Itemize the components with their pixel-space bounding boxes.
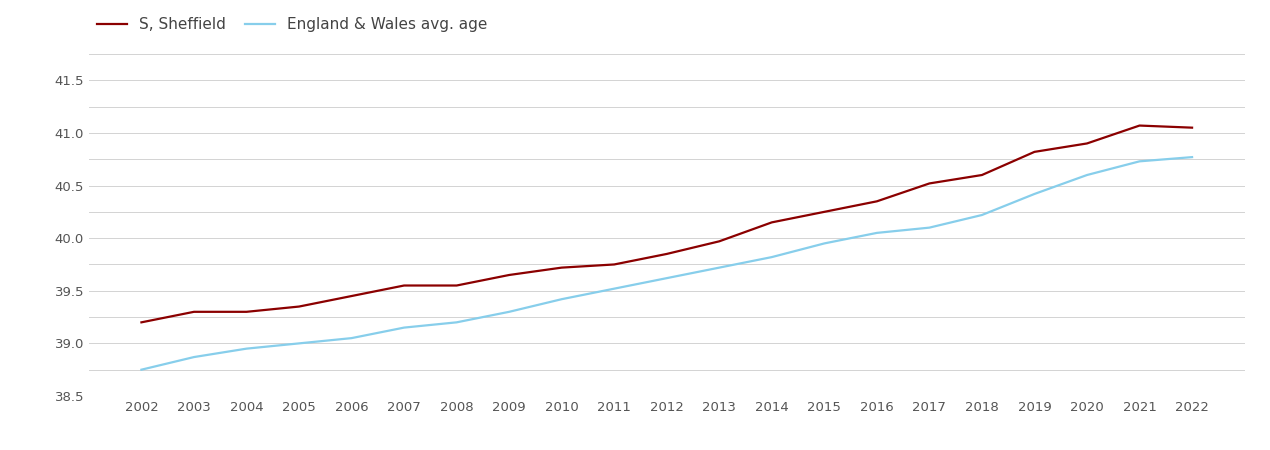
S, Sheffield [607,262,622,267]
England & Wales avg. age [239,346,254,351]
Line: England & Wales avg. age: England & Wales avg. age [141,157,1193,370]
S, Sheffield [711,238,726,244]
S, Sheffield [187,309,202,315]
England & Wales avg. age [291,341,306,346]
England & Wales avg. age [344,335,359,341]
Legend: S, Sheffield, England & Wales avg. age: S, Sheffield, England & Wales avg. age [97,17,488,32]
S, Sheffield [396,283,411,288]
England & Wales avg. age [711,265,726,270]
England & Wales avg. age [869,230,884,236]
S, Sheffield [974,172,989,178]
S, Sheffield [1080,141,1095,146]
England & Wales avg. age [1132,159,1147,164]
England & Wales avg. age [1027,191,1043,197]
S, Sheffield [291,304,306,309]
England & Wales avg. age [133,367,149,373]
S, Sheffield [659,251,674,256]
England & Wales avg. age [450,320,465,325]
S, Sheffield [1027,149,1043,154]
S, Sheffield [1132,123,1147,128]
England & Wales avg. age [974,212,989,218]
England & Wales avg. age [187,354,202,360]
England & Wales avg. age [922,225,937,230]
S, Sheffield [1185,125,1200,130]
S, Sheffield [239,309,254,315]
S, Sheffield [502,272,517,278]
S, Sheffield [344,293,359,299]
England & Wales avg. age [607,286,622,291]
England & Wales avg. age [1080,172,1095,178]
England & Wales avg. age [817,241,832,246]
S, Sheffield [817,209,832,215]
Line: S, Sheffield: S, Sheffield [141,126,1193,322]
S, Sheffield [450,283,465,288]
England & Wales avg. age [502,309,517,315]
England & Wales avg. age [554,297,569,302]
S, Sheffield [869,198,884,204]
S, Sheffield [554,265,569,270]
England & Wales avg. age [659,275,674,281]
England & Wales avg. age [396,325,411,330]
S, Sheffield [922,181,937,186]
S, Sheffield [765,220,780,225]
England & Wales avg. age [1185,154,1200,160]
England & Wales avg. age [765,254,780,260]
S, Sheffield [133,320,149,325]
